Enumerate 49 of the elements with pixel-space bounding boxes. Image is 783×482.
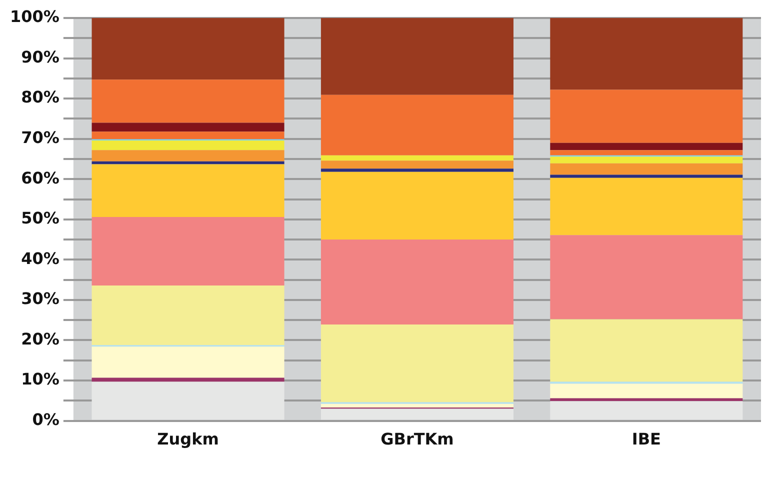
- bar: [92, 132, 284, 140]
- bar: [320, 324, 514, 402]
- y-tick-label: 70%: [21, 128, 60, 147]
- bar: [320, 94, 514, 156]
- bar: [550, 401, 743, 420]
- y-tick-label: 0%: [32, 410, 60, 429]
- x-tick-label: GBrTKm: [380, 430, 454, 449]
- bar: [320, 408, 514, 420]
- bar: [92, 216, 284, 286]
- bar: [92, 18, 284, 80]
- bar: [92, 346, 284, 378]
- bar: [550, 398, 743, 402]
- bar: [320, 172, 514, 240]
- y-tick-label: 10%: [21, 370, 60, 389]
- bar: [550, 142, 743, 150]
- y-tick-label: 100%: [10, 7, 60, 26]
- bar: [550, 150, 743, 156]
- bar: [92, 378, 284, 382]
- bar: [92, 382, 284, 420]
- y-tick-label: 40%: [21, 248, 60, 268]
- bar: [320, 18, 514, 95]
- bar: [550, 156, 743, 164]
- bar: [550, 90, 743, 143]
- bar: [550, 319, 743, 382]
- bar: [320, 160, 514, 169]
- bar: [92, 150, 284, 162]
- bar: [550, 163, 743, 175]
- bar: [550, 235, 743, 320]
- bar: [92, 164, 284, 217]
- bar: [550, 174, 743, 178]
- bar: [92, 122, 284, 132]
- bar: [92, 80, 284, 123]
- y-tick-label: 90%: [21, 47, 60, 66]
- x-tick-label: Zugkm: [157, 430, 219, 449]
- bar: [550, 18, 743, 90]
- y-tick-label: 50%: [21, 208, 60, 228]
- y-tick-label: 30%: [21, 289, 60, 308]
- x-tick-label: IBE: [632, 430, 661, 449]
- y-tick-label: 20%: [21, 329, 60, 348]
- bar: [320, 168, 514, 172]
- bar: [320, 155, 514, 161]
- y-tick-label: 80%: [21, 88, 60, 107]
- bar: [320, 404, 514, 408]
- bar: [320, 240, 514, 325]
- bar: [550, 178, 743, 236]
- bar: [550, 384, 743, 398]
- y-tick-label: 60%: [21, 168, 60, 188]
- bar: [92, 285, 284, 346]
- bar: [92, 140, 284, 150]
